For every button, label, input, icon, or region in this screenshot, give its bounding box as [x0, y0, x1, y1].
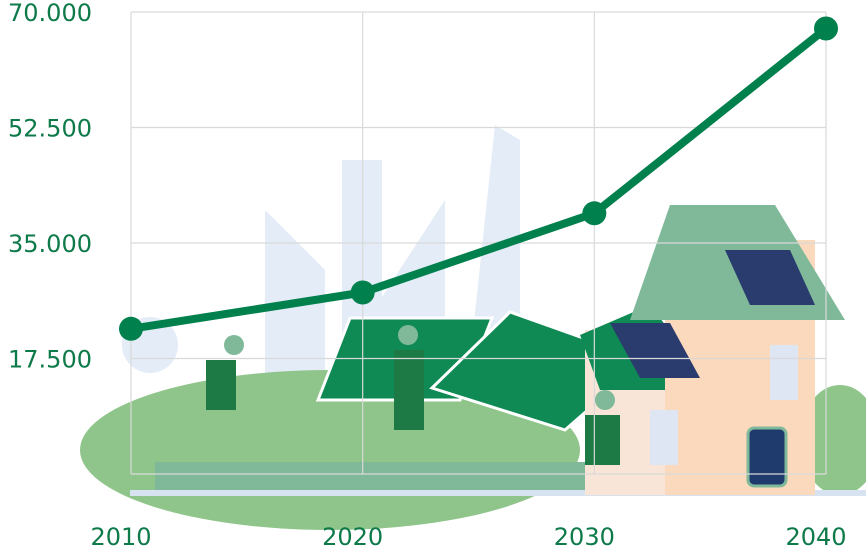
- y-tick-label: 17.500: [8, 346, 92, 374]
- data-point: [814, 17, 838, 41]
- x-tick-label: 2010: [90, 523, 151, 549]
- x-tick-label: 2040: [785, 523, 846, 549]
- y-tick-label: 52.500: [8, 115, 92, 143]
- data-point: [119, 317, 143, 341]
- x-tick-label: 2020: [322, 523, 383, 549]
- chart: 17.500 35.000 52.500 70.000 2010 2020 2030 2040: [0, 0, 866, 549]
- data-point: [351, 281, 375, 305]
- illustration: [80, 125, 866, 530]
- x-tick-label: 2030: [554, 523, 615, 549]
- y-tick-label: 35.000: [8, 230, 92, 258]
- data-point: [582, 201, 606, 225]
- y-tick-label: 70.000: [8, 0, 92, 27]
